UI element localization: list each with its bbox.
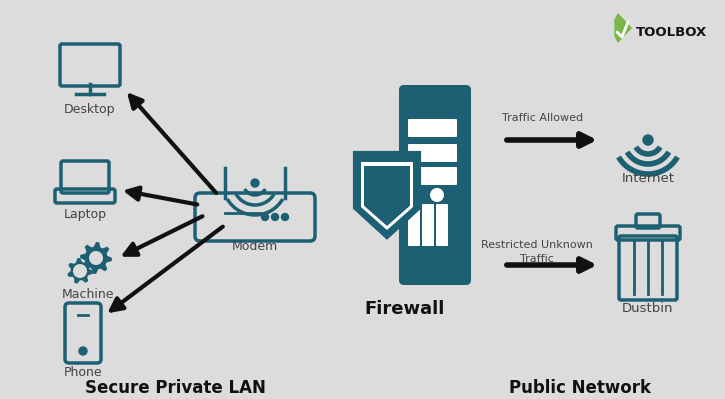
Text: Internet: Internet xyxy=(621,172,674,185)
Text: TOOLBOX: TOOLBOX xyxy=(636,26,708,40)
Circle shape xyxy=(89,251,103,265)
Polygon shape xyxy=(361,162,413,230)
FancyBboxPatch shape xyxy=(408,204,420,246)
Circle shape xyxy=(643,135,653,145)
Text: Modem: Modem xyxy=(232,240,278,253)
FancyBboxPatch shape xyxy=(436,204,448,246)
Circle shape xyxy=(430,188,444,202)
Circle shape xyxy=(262,213,268,221)
Text: Secure Private LAN: Secure Private LAN xyxy=(85,379,265,397)
Text: Phone: Phone xyxy=(64,366,102,379)
FancyBboxPatch shape xyxy=(408,119,457,137)
FancyBboxPatch shape xyxy=(408,144,457,162)
Circle shape xyxy=(73,264,87,278)
Text: Public Network: Public Network xyxy=(509,379,651,397)
FancyBboxPatch shape xyxy=(399,85,471,285)
Text: Machine: Machine xyxy=(62,288,115,301)
Text: Restricted Unknown
Traffic: Restricted Unknown Traffic xyxy=(481,241,593,264)
Circle shape xyxy=(79,347,87,355)
Polygon shape xyxy=(364,166,410,226)
Circle shape xyxy=(281,213,289,221)
Polygon shape xyxy=(355,153,419,237)
Polygon shape xyxy=(615,14,631,42)
Text: Desktop: Desktop xyxy=(65,103,116,116)
FancyBboxPatch shape xyxy=(408,167,457,185)
Text: Traffic Allowed: Traffic Allowed xyxy=(502,113,584,123)
Circle shape xyxy=(251,179,259,187)
Text: Laptop: Laptop xyxy=(64,208,107,221)
Circle shape xyxy=(271,213,278,221)
Polygon shape xyxy=(80,242,112,274)
Polygon shape xyxy=(67,258,93,284)
Text: Firewall: Firewall xyxy=(365,300,445,318)
Text: Dustbin: Dustbin xyxy=(622,302,674,315)
FancyBboxPatch shape xyxy=(422,204,434,246)
